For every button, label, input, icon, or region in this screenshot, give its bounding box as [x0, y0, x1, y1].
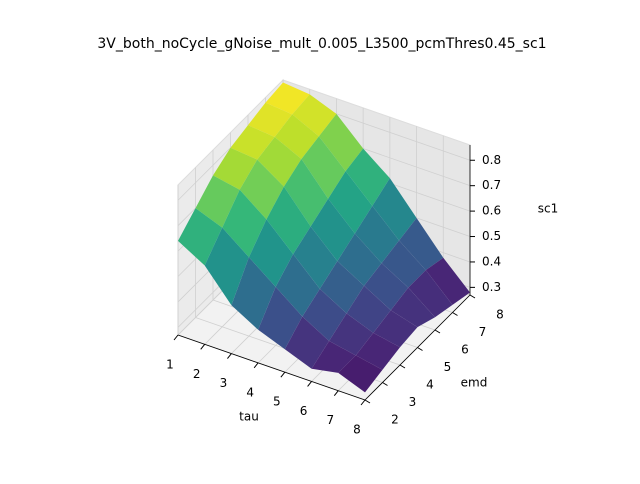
surface-face — [248, 102, 293, 137]
surface-face — [266, 186, 311, 255]
tick-mark — [307, 381, 312, 387]
x-tick-label: 4 — [246, 385, 254, 399]
y-tick-label: 7 — [479, 325, 487, 339]
surface-face — [329, 313, 374, 356]
tick-mark — [417, 347, 423, 351]
surface-face — [283, 158, 329, 227]
x-tick-label: 2 — [193, 367, 201, 381]
surface-face — [231, 257, 276, 330]
surface-face — [301, 136, 346, 199]
tick-mark — [173, 334, 179, 341]
surface-face — [408, 270, 453, 318]
x-axis-label: tau — [239, 410, 259, 424]
surface-face — [372, 178, 417, 241]
surface-face — [239, 159, 284, 220]
surface-face — [257, 136, 302, 187]
surface-face — [265, 82, 310, 115]
surface-face — [399, 217, 444, 271]
z-tick-label: 0.7 — [482, 178, 501, 192]
z-tick-label: 0.3 — [482, 280, 501, 294]
surface-face — [345, 148, 390, 206]
tick-mark — [360, 399, 366, 406]
surface-face — [195, 175, 240, 228]
x-tick-label: 3 — [220, 376, 228, 390]
surface-face — [346, 285, 391, 333]
tick-mark — [469, 294, 476, 299]
surface-face — [328, 171, 373, 234]
surface-face — [274, 114, 319, 159]
chart-title: 3V_both_noCycle_gNoise_mult_0.005_L3500_… — [97, 36, 546, 52]
surface-face — [337, 233, 382, 286]
surface-face — [319, 261, 365, 314]
tick-mark — [200, 343, 206, 350]
surface-face — [364, 263, 409, 311]
y-tick-label: 8 — [496, 308, 504, 322]
surface-face — [355, 332, 400, 370]
surface-face — [258, 286, 303, 350]
tick-mark — [364, 399, 371, 404]
surface-face — [311, 341, 356, 373]
surface-face — [338, 355, 383, 393]
tick-mark — [253, 362, 259, 369]
surface-face — [381, 240, 426, 288]
surface-face — [230, 125, 275, 160]
tick-mark — [399, 364, 406, 369]
z-tick-label: 0.4 — [482, 254, 501, 268]
x-tick-label: 8 — [353, 423, 361, 437]
z-axis-label: sc1 — [538, 202, 558, 216]
surface-face — [213, 147, 258, 190]
y-tick-label: 5 — [444, 360, 452, 374]
surface-face — [284, 316, 330, 369]
x-tick-label: 1 — [166, 358, 174, 372]
tick-mark — [280, 371, 286, 378]
y-axis-label: emd — [461, 376, 488, 390]
y-tick-label: 6 — [461, 343, 469, 357]
surface-face — [425, 257, 470, 305]
z-tick-label: 0.6 — [482, 204, 501, 218]
x-tick-label: 7 — [326, 413, 334, 427]
surface-face — [302, 288, 347, 342]
tick-mark — [333, 390, 339, 397]
tick-mark — [382, 382, 388, 386]
tick-mark — [227, 353, 232, 359]
surface-face — [293, 226, 338, 289]
x-tick-label: 6 — [300, 404, 308, 418]
y-tick-label: 4 — [426, 378, 434, 392]
y-tick-label: 3 — [409, 395, 417, 409]
surface-face — [292, 94, 337, 137]
surface-face — [204, 227, 249, 306]
surface-face — [310, 198, 355, 262]
axis-line — [177, 334, 366, 401]
z-tick-label: 0.8 — [482, 153, 501, 167]
surface-face — [390, 287, 435, 328]
surface-face — [222, 189, 267, 258]
surface-face — [318, 113, 364, 172]
tick-mark — [434, 329, 441, 334]
z-tick-label: 0.5 — [482, 229, 501, 243]
surface-face — [373, 310, 418, 348]
x-tick-label: 5 — [273, 395, 281, 409]
surface-face — [275, 254, 320, 317]
y-tick-label: 2 — [391, 413, 399, 427]
surface-face — [354, 205, 400, 264]
surface-face — [248, 219, 294, 287]
surface-face — [178, 208, 223, 266]
tick-mark — [452, 312, 458, 316]
